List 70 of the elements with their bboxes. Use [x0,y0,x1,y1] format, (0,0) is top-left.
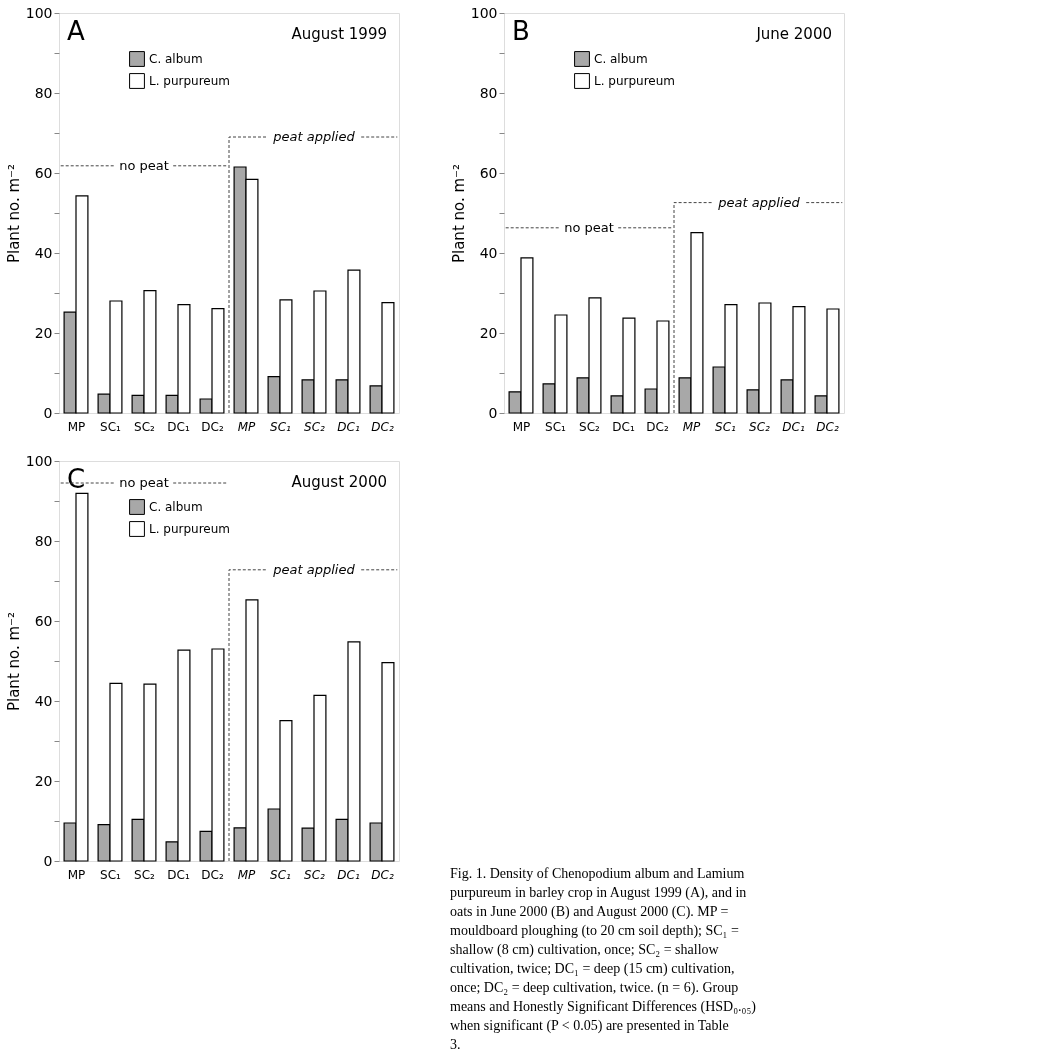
y-tick-label: 20 [34,324,53,341]
x-tick-label: DC₂ [201,867,224,882]
x-tick-label: MP [682,419,702,434]
legend-label: C. album [149,52,203,66]
x-tick-label: DC₂ [371,419,394,434]
x-tick-label: MP [67,867,86,882]
x-tick-label: DC₁ [337,867,360,882]
y-tick-label: 80 [34,84,53,101]
text: June 2000 [755,25,832,43]
y-tick-label: 0 [488,404,498,421]
annotation: B [512,16,530,46]
x-tick-label: DC₁ [167,419,190,434]
x-tick-label: MP [237,867,257,882]
x-tick-label: MP [237,419,257,434]
text: August 1999 [291,25,387,43]
x-tick-label: MP [67,419,86,434]
legend-label: C. album [149,500,203,514]
x-tick-label: SC₂ [134,419,156,434]
x-tick-label: DC₁ [337,419,360,434]
y-tick-label: 0 [43,404,53,421]
x-tick-label: SC₁ [100,419,122,434]
x-tick-label: DC₂ [201,419,224,434]
y-tick-label: 100 [25,4,53,21]
annotation: C [67,464,86,494]
y-tick-label: 60 [479,164,498,181]
annotation: peat applied [717,194,801,210]
x-tick-label: SC₁ [270,419,292,434]
y-tick-label: 40 [479,244,498,261]
x-tick-label: SC₂ [304,419,326,434]
x-tick-label: SC₁ [545,419,567,434]
y-tick-label: 100 [470,4,498,21]
x-tick-label: SC₂ [304,867,326,882]
legend-label: L. purpureum [149,522,231,536]
y-tick-label: 100 [25,452,53,469]
annotation: no peat [119,157,169,173]
y-tick-label: 60 [34,164,53,181]
annotation: no peat [564,219,614,235]
annotation: peat applied [272,561,356,577]
y-tick-label: 20 [479,324,498,341]
legend-label: C. album [594,52,648,66]
text: Fig. 1. Density of Chenopodium album and Lamium purpureum in barley crop in August 1999 (A), and in oats in June 2000 (B) and August 2000 (C). MP = mouldboard ploughing (to 20 cm soil depth); SC₁ = shallow (8 cm) cultivation, once; SC₂ = shallow cultivation, twice; DC₁ = deep (15 cm) cultivation, once; DC₂ = deep cultivation, twice. (n = 6). Group means and Honestly Significant Differences (HSD₀.₀₅) when significant (P < 0.05) are presented in Table 3. [450,866,756,1052]
annotation: A [67,16,85,46]
y-tick-label: 40 [34,692,53,709]
x-tick-label: SC₁ [270,867,292,882]
x-tick-label: MP [512,419,531,434]
y-tick-label: 20 [34,772,53,789]
x-tick-label: DC₁ [167,867,190,882]
x-tick-label: DC₁ [612,419,635,434]
annotation: no peat [119,475,169,490]
y-tick-label: 0 [43,852,53,869]
x-tick-label: DC₁ [782,419,805,434]
x-tick-label: DC₂ [816,419,839,434]
y-tick-label: 80 [479,84,498,101]
x-tick-label: SC₂ [749,419,771,434]
x-tick-label: SC₂ [579,419,601,434]
y-axis-title: Plant no. m⁻² [4,611,23,712]
y-axis-title: Plant no. m⁻² [449,163,468,264]
y-tick-label: 40 [34,244,53,261]
y-tick-label: 80 [34,532,53,549]
text: August 2000 [291,473,387,491]
x-tick-label: SC₂ [134,867,156,882]
y-axis-title: Plant no. m⁻² [4,163,23,264]
legend-label: L. purpureum [149,74,231,88]
x-tick-label: DC₂ [371,867,394,882]
x-tick-label: SC₁ [715,419,737,434]
annotation: peat applied [272,129,356,144]
legend-label: L. purpureum [594,74,676,88]
x-tick-label: DC₂ [646,419,669,434]
x-tick-label: SC₁ [100,867,122,882]
y-tick-label: 60 [34,612,53,629]
